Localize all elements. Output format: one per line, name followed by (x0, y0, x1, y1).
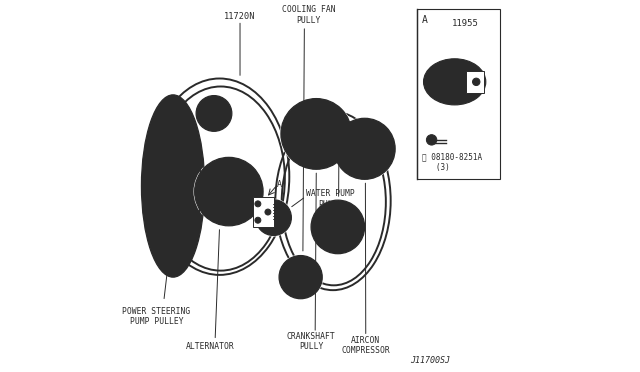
Bar (466, 71, 484, 93)
Circle shape (255, 201, 261, 207)
Circle shape (310, 199, 365, 255)
Circle shape (426, 135, 437, 145)
Circle shape (195, 157, 263, 226)
Circle shape (265, 209, 271, 215)
Circle shape (334, 118, 395, 179)
Circle shape (299, 276, 302, 279)
Circle shape (196, 96, 232, 131)
Text: 11955: 11955 (452, 19, 479, 28)
Circle shape (170, 183, 175, 189)
Circle shape (195, 94, 233, 132)
Bar (253, 197, 273, 227)
Ellipse shape (424, 59, 486, 105)
Circle shape (212, 112, 216, 115)
Text: AIRCON
COMPRESSOR: AIRCON COMPRESSOR (341, 336, 390, 355)
Circle shape (280, 97, 353, 170)
Text: J11700SJ: J11700SJ (410, 356, 450, 365)
Text: ALTERNATOR: ALTERNATOR (186, 342, 235, 351)
Text: A: A (422, 16, 428, 25)
Circle shape (193, 156, 264, 227)
Text: Ⓑ 08180-8251A
   (3): Ⓑ 08180-8251A (3) (422, 152, 483, 171)
Text: CRANKSHAFT
PULLY: CRANKSHAFT PULLY (287, 332, 335, 351)
Circle shape (255, 217, 261, 223)
Ellipse shape (434, 66, 476, 98)
Circle shape (336, 225, 340, 229)
Circle shape (311, 200, 365, 254)
Ellipse shape (444, 73, 465, 91)
Circle shape (255, 200, 291, 235)
Circle shape (255, 199, 292, 237)
Text: A: A (276, 180, 282, 189)
Text: 11720N: 11720N (224, 12, 256, 21)
Text: SEE SEC.493: SEE SEC.493 (315, 129, 366, 138)
Circle shape (333, 117, 396, 180)
Bar (417, 9, 500, 179)
Circle shape (363, 147, 367, 151)
Circle shape (278, 254, 323, 300)
Text: WATER PUMP
PULLY: WATER PUMP PULLY (306, 189, 355, 209)
Circle shape (472, 78, 480, 86)
Circle shape (314, 132, 318, 136)
Circle shape (272, 216, 275, 219)
Text: POWER STEERING
PUMP PULLEY: POWER STEERING PUMP PULLEY (122, 307, 191, 326)
Circle shape (227, 190, 231, 193)
Circle shape (281, 99, 351, 169)
Ellipse shape (141, 95, 205, 277)
Text: COOLING FAN
PULLY: COOLING FAN PULLY (282, 5, 335, 25)
Circle shape (279, 256, 322, 299)
